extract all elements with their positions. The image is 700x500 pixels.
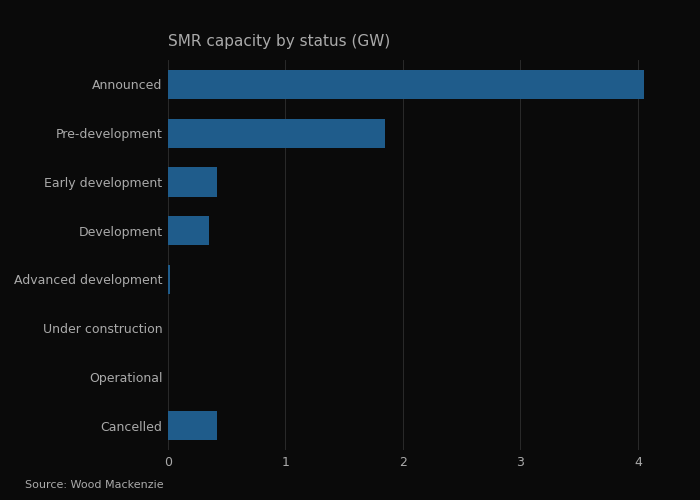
Bar <box>168 167 217 196</box>
Bar <box>168 118 385 148</box>
Bar <box>168 216 209 245</box>
Bar <box>168 265 170 294</box>
Bar <box>168 70 644 99</box>
Text: Source: Wood Mackenzie: Source: Wood Mackenzie <box>25 480 163 490</box>
Bar <box>168 411 217 440</box>
Text: SMR capacity by status (GW): SMR capacity by status (GW) <box>168 34 391 49</box>
